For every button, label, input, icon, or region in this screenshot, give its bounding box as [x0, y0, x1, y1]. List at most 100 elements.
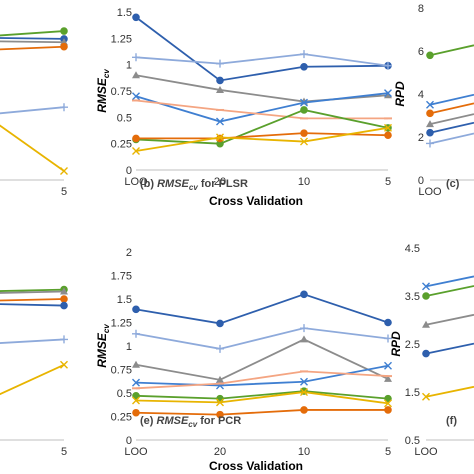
x-tick-label: 5 — [385, 176, 391, 188]
x-tick-label: 5 — [385, 446, 391, 458]
panel-e: 0 0.25 0.5 0.75 1 1.25 1.5 1.75 2 LOO 20 10 5 RMSEcv (… — [95, 247, 392, 458]
series-line-green — [429, 44, 474, 57]
series-line-salmon — [135, 99, 388, 120]
series-line-yellow — [135, 391, 389, 405]
series-line-light_blue — [429, 132, 474, 145]
data-point-mid_blue-0 — [132, 378, 140, 387]
panel-caption: (c) — [446, 178, 460, 190]
data-point-light_blue-0 — [132, 329, 140, 338]
data-point-mid_blue-1 — [216, 117, 224, 126]
series-line-dark_blue — [0, 37, 65, 40]
x-tick-label: LOO — [124, 446, 148, 458]
data-point-gray — [426, 120, 434, 128]
series-line-yellow — [135, 126, 389, 152]
data-point-gray-0 — [132, 71, 140, 79]
y-axis-label: RPD — [393, 81, 407, 107]
data-point-mid_blue-2 — [300, 98, 308, 107]
series-line-yellow — [425, 385, 474, 398]
y-tick-label: 1.75 — [111, 271, 132, 283]
data-point-green — [426, 51, 434, 60]
y-axis-label: RPD — [389, 331, 403, 357]
series-line-orange — [429, 102, 474, 115]
series-line-gray — [425, 313, 474, 326]
series-line-green — [135, 390, 389, 400]
data-point-yellow-2 — [300, 137, 308, 146]
data-point-orange-0 — [132, 408, 140, 417]
series-line-green — [425, 285, 474, 297]
series-line-salmon — [135, 370, 389, 390]
data-point-green-0 — [132, 392, 140, 400]
data-point-gray — [422, 320, 430, 328]
data-point-orange — [426, 109, 434, 118]
data-point-dark_blue-2 — [300, 290, 308, 299]
series-line-dark_blue — [135, 16, 389, 82]
data-point-orange-1 — [60, 42, 68, 51]
data-point-green-3 — [384, 394, 392, 403]
data-point-orange-2 — [300, 406, 308, 414]
data-point-yellow-0 — [132, 147, 140, 156]
panel-caption: (b) RMSEcv for PLSR — [140, 178, 248, 192]
series-line-mid_blue — [135, 92, 389, 123]
series-line-green — [135, 109, 389, 145]
x-tick-label: LOO — [124, 176, 148, 188]
data-point-yellow-1 — [60, 167, 68, 176]
y-tick-label: 8 — [418, 3, 424, 15]
series-line-yellow — [0, 124, 65, 172]
data-point-dark_blue-0 — [132, 305, 140, 314]
data-point-yellow-1 — [216, 398, 224, 407]
series-line-gray — [0, 40, 65, 44]
series-line-yellow — [0, 363, 65, 396]
panel-d-partial: 5 — [0, 285, 68, 458]
y-tick-label: 6 — [418, 46, 424, 58]
data-point-light_blue-1 — [216, 344, 224, 353]
data-point-mid_blue — [426, 100, 434, 109]
x-tick-label: 5 — [61, 186, 67, 198]
y-tick-label: 1.25 — [111, 33, 132, 45]
y-tick-label: 0.5 — [117, 388, 132, 400]
series-line-gray — [429, 113, 474, 125]
data-point-light_blue-1 — [216, 59, 224, 68]
data-point-gray-1 — [216, 85, 224, 93]
data-point-light_blue — [426, 139, 434, 148]
y-tick-label: 0 — [126, 165, 132, 177]
data-point-dark_blue-1 — [216, 319, 224, 328]
y-tick-label: 1.5 — [117, 294, 132, 306]
x-tick-label: LOO — [418, 186, 442, 198]
data-point-dark_blue-1 — [216, 76, 224, 85]
y-tick-label: 0.25 — [111, 412, 132, 424]
data-point-orange-1 — [216, 410, 224, 419]
data-point-dark_blue — [422, 349, 430, 358]
data-point-mid_blue — [422, 282, 430, 291]
y-axis-label: RMSEcv — [95, 69, 111, 113]
data-point-gray-3 — [384, 374, 392, 382]
data-point-light_blue-1 — [60, 335, 68, 344]
x-tick-label: 5 — [61, 446, 67, 458]
data-point-orange-2 — [300, 129, 308, 137]
data-point-mid_blue-0 — [132, 92, 140, 101]
data-point-gray-1 — [216, 375, 224, 383]
data-point-yellow — [422, 392, 430, 401]
x-tick-label: LOO — [414, 446, 438, 458]
data-point-green-1 — [60, 27, 68, 35]
data-point-light_blue-1 — [60, 103, 68, 112]
data-point-yellow-3 — [384, 123, 392, 132]
x-tick-label: 20 — [214, 446, 226, 458]
data-point-dark_blue — [426, 128, 434, 137]
y-tick-label: 1.5 — [405, 387, 420, 399]
y-tick-label: 0 — [126, 435, 132, 447]
series-line-gray — [0, 290, 65, 294]
y-tick-label: 2 — [418, 132, 424, 144]
data-point-orange-3 — [384, 131, 392, 140]
data-point-dark_blue-2 — [300, 62, 308, 71]
series-line-mid_blue — [425, 275, 474, 288]
data-point-gray-0 — [132, 360, 140, 368]
series-line-mid_blue — [135, 364, 389, 387]
x-axis-title-top: Cross Validation — [209, 194, 303, 208]
data-point-orange-3 — [384, 406, 392, 414]
data-point-gray-3 — [384, 91, 392, 99]
y-tick-label: 1.5 — [117, 7, 132, 19]
series-line-dark_blue — [425, 342, 474, 355]
series-line-light_blue — [0, 106, 65, 115]
series-line-orange — [0, 45, 65, 51]
